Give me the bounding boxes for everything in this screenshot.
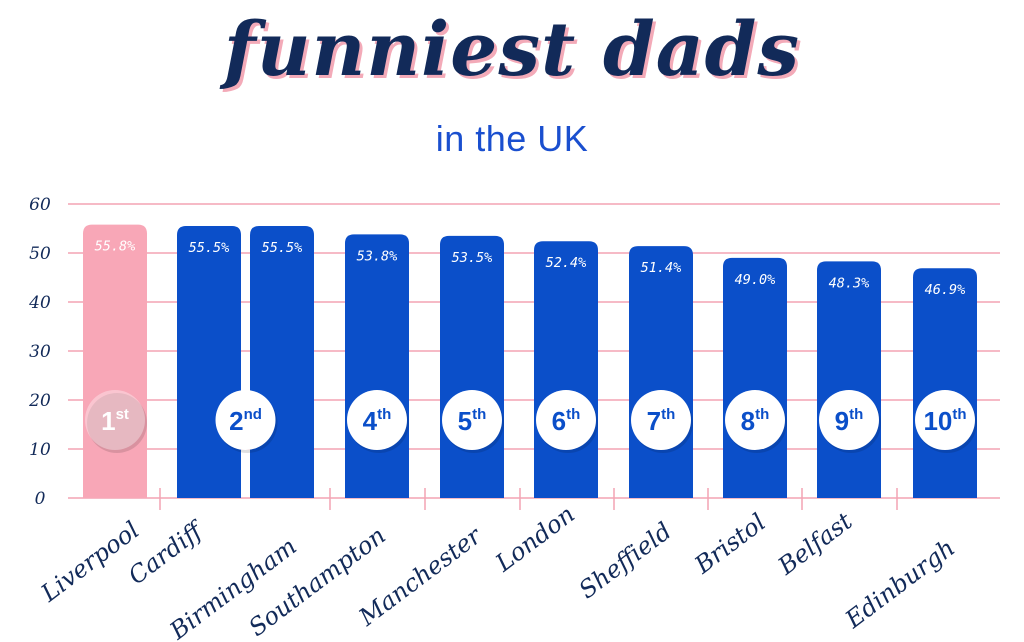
badge-circle bbox=[725, 390, 785, 450]
rank-badge: 10th bbox=[915, 390, 977, 453]
rank-number: 6 bbox=[552, 406, 566, 436]
rank-text: 10th bbox=[923, 406, 966, 436]
bars bbox=[83, 224, 977, 499]
badge-circle bbox=[536, 390, 596, 450]
y-axis-ticks: 0 10 20 30 40 50 60 bbox=[28, 195, 51, 509]
value-label: 48.3% bbox=[829, 275, 870, 291]
rank-suffix: th bbox=[472, 406, 486, 423]
rank-number: 9 bbox=[835, 406, 849, 436]
rank-badge: 7th bbox=[631, 390, 693, 453]
value-label: 51.4% bbox=[641, 260, 682, 276]
rank-badges: 1st 2nd 4th 5th 6th 7th 8th 9th 10th bbox=[85, 390, 977, 453]
bar-manchester bbox=[440, 235, 504, 498]
rank-text: 8th bbox=[741, 406, 770, 436]
bar-bristol bbox=[723, 257, 787, 498]
x-label-edinburgh: Edinburgh bbox=[839, 534, 960, 635]
value-label: 46.9% bbox=[925, 282, 966, 298]
rank-badge: 5th bbox=[442, 390, 504, 453]
rank-text: 6th bbox=[552, 406, 581, 436]
rank-text: 4th bbox=[363, 406, 392, 436]
bar-cardiff bbox=[177, 226, 241, 499]
badge-circle bbox=[442, 390, 502, 450]
rank-suffix: th bbox=[566, 406, 580, 423]
rank-suffix: nd bbox=[244, 406, 262, 423]
chart-subtitle: in the UK bbox=[435, 118, 589, 159]
value-label: 55.5% bbox=[189, 240, 230, 256]
rank-text: 7th bbox=[647, 406, 676, 436]
value-label: 55.8% bbox=[95, 239, 136, 255]
rank-badge: 2nd bbox=[215, 390, 278, 453]
y-tick-label: 30 bbox=[29, 342, 51, 362]
badge-circle bbox=[85, 390, 145, 450]
y-tick-label: 20 bbox=[28, 391, 51, 411]
bar-liverpool bbox=[83, 224, 147, 498]
rank-number: 5 bbox=[458, 406, 472, 436]
y-tick-label: 50 bbox=[29, 244, 51, 264]
rank-text: 5th bbox=[458, 406, 487, 436]
rank-badge: 1st bbox=[85, 390, 147, 453]
bar-southampton bbox=[345, 234, 409, 498]
y-tick-label: 60 bbox=[29, 195, 51, 215]
rank-badge: 9th bbox=[819, 390, 881, 453]
rank-suffix: th bbox=[952, 406, 966, 423]
badge-shadow bbox=[87, 393, 147, 453]
rank-suffix: th bbox=[661, 406, 675, 423]
bar-belfast bbox=[817, 261, 881, 498]
value-label: 52.4% bbox=[546, 255, 587, 271]
bar-sheffield bbox=[629, 246, 693, 498]
rank-number: 1 bbox=[101, 406, 115, 436]
bar-london bbox=[534, 241, 598, 499]
badge-circle bbox=[215, 390, 276, 450]
badge-circle bbox=[631, 390, 691, 450]
rank-suffix: th bbox=[849, 406, 863, 423]
y-tick-label: 0 bbox=[35, 489, 46, 509]
y-tick-label: 40 bbox=[28, 293, 51, 313]
value-label: 53.5% bbox=[452, 250, 493, 266]
rank-number: 10 bbox=[923, 406, 952, 436]
badge-circle bbox=[347, 390, 407, 450]
x-label-sheffield: Sheffield bbox=[574, 517, 677, 604]
x-label-london: London bbox=[490, 500, 580, 578]
value-label: 55.5% bbox=[262, 240, 303, 256]
x-label-bristol: Bristol bbox=[689, 508, 771, 580]
rank-badge: 8th bbox=[725, 390, 787, 453]
rank-number: 7 bbox=[647, 406, 661, 436]
bar-birmingham bbox=[250, 226, 314, 499]
chart-title: funniest dads bbox=[223, 7, 801, 93]
rank-suffix: th bbox=[377, 406, 391, 423]
bar-edinburgh bbox=[913, 268, 977, 498]
rank-text: 2nd bbox=[229, 406, 262, 436]
value-label: 53.8% bbox=[357, 248, 398, 264]
rank-badge: 4th bbox=[347, 390, 409, 453]
x-label-liverpool: Liverpool bbox=[35, 516, 144, 608]
x-label-belfast: Belfast bbox=[772, 507, 858, 581]
value-label: 49.0% bbox=[735, 272, 776, 288]
rank-number: 4 bbox=[363, 406, 378, 436]
value-labels: 55.8% 55.5% 55.5% 53.8% 53.5% 52.4% 51.4% 49.0%… bbox=[95, 239, 966, 299]
rank-suffix: st bbox=[116, 406, 129, 423]
rank-number: 8 bbox=[741, 406, 755, 436]
badge-circle bbox=[819, 390, 879, 450]
rank-text: 9th bbox=[835, 406, 864, 436]
rank-number: 2 bbox=[229, 406, 243, 436]
badge-circle bbox=[915, 390, 975, 450]
rank-suffix: th bbox=[755, 406, 769, 423]
x-label-cardiff: Cardiff bbox=[123, 515, 210, 590]
rank-badge: 6th bbox=[536, 390, 598, 453]
rank-text: 1st bbox=[101, 406, 129, 436]
x-axis-labels: LiverpoolCardiffBirminghamSouthamptonMan… bbox=[35, 500, 960, 642]
y-tick-label: 10 bbox=[29, 440, 51, 460]
